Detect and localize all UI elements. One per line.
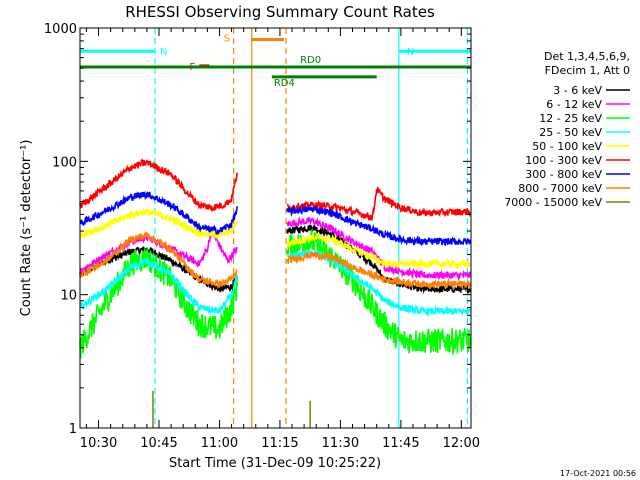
- x-tick-label: 10:30: [80, 436, 117, 451]
- legend-entry: 100 - 300 keV: [525, 154, 602, 167]
- series-line: [286, 228, 472, 357]
- axes-ticks: 10:30 10:45 11:00 11:15 11:30 11:45 12:00 1 10 10…: [44, 22, 480, 451]
- x-tick-label: 10:45: [140, 436, 177, 451]
- series-lines: [79, 157, 472, 360]
- y-tick-label: 1000: [44, 22, 77, 37]
- flag-bars: NNFSRD0RD4: [80, 33, 471, 89]
- y-axis-label: Count Rate (s⁻¹ detector⁻¹): [19, 140, 34, 317]
- flag-bar-label: RD4: [274, 78, 295, 89]
- legend-entry: 7000 - 15000 keV: [504, 196, 602, 209]
- legend-entry: 300 - 800 keV: [525, 168, 602, 181]
- x-axis-label: Start Time (31-Dec-09 10:25:22): [169, 456, 381, 471]
- legend-header: Det 1,3,4,5,6,9,: [544, 50, 630, 63]
- series-line: [286, 186, 472, 222]
- series-line: [79, 190, 238, 236]
- legend-entry: 3 - 6 keV: [553, 84, 602, 97]
- series-line: [79, 248, 238, 360]
- series-line: [286, 215, 472, 281]
- x-tick-label: 11:30: [322, 436, 359, 451]
- legend-entry: 50 - 100 keV: [532, 140, 602, 153]
- flag-bar-label: N: [160, 47, 167, 58]
- series-line: [79, 157, 238, 213]
- legend-entry: 6 - 12 keV: [546, 98, 602, 111]
- series-line: [286, 232, 472, 270]
- series-line: [79, 230, 238, 290]
- x-tick-label: 11:45: [382, 436, 419, 451]
- legend-entry: 12 - 25 keV: [539, 112, 602, 125]
- plot-frame: [79, 27, 472, 429]
- series-line: [286, 204, 472, 247]
- x-tick-label: 12:00: [443, 436, 480, 451]
- x-tick-label: 11:15: [261, 436, 298, 451]
- flag-bar-label: N: [407, 47, 414, 58]
- y-tick-label: 10: [60, 289, 77, 304]
- legend-entry: 25 - 50 keV: [539, 126, 602, 139]
- chart-title: RHESSI Observing Summary Count Rates: [125, 3, 435, 21]
- y-tick-label: 100: [52, 155, 77, 170]
- flag-bar-label: S: [224, 33, 230, 44]
- series-line: [79, 257, 238, 316]
- legend-header: FDecim 1, Att 0: [545, 64, 630, 77]
- y-tick-label: 1: [69, 422, 77, 437]
- x-tick-label: 11:00: [201, 436, 238, 451]
- timestamp-text: 17-Oct-2021 00:56: [560, 469, 636, 478]
- olive-spikes: [152, 390, 311, 428]
- legend-entry: 800 - 7000 keV: [518, 182, 602, 195]
- legend: Det 1,3,4,5,6,9,FDecim 1, Att 0 3 - 6 keV…: [504, 50, 630, 209]
- flag-bar-label: RD0: [300, 55, 321, 66]
- series-line: [79, 207, 238, 241]
- series-line: [286, 251, 472, 291]
